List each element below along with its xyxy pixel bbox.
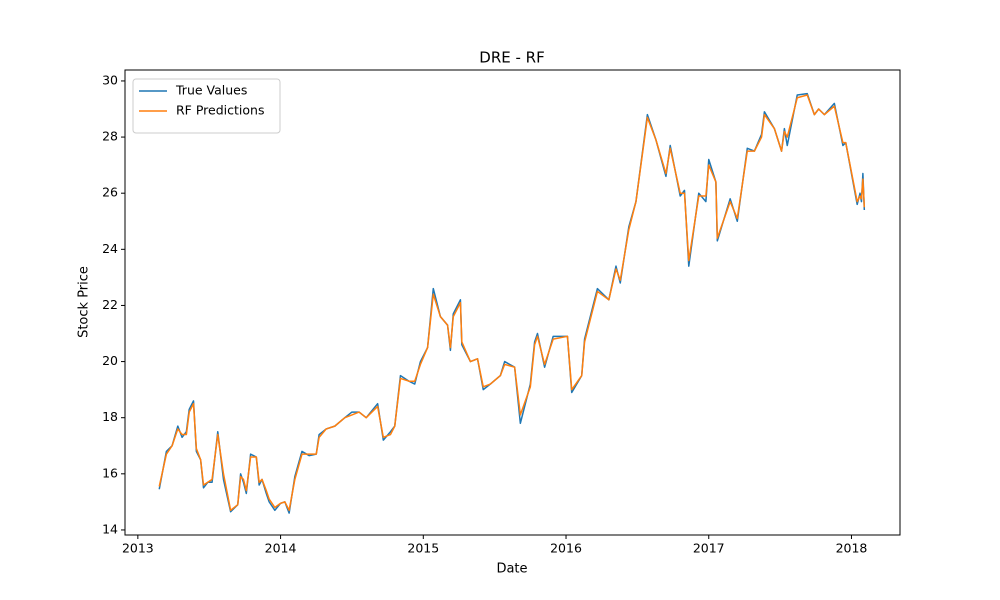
x-axis-label: Date <box>496 562 527 577</box>
y-tick-label: 24 <box>102 241 118 256</box>
y-axis-label: Stock Price <box>77 266 92 338</box>
x-tick-label: 2016 <box>550 541 582 556</box>
y-tick-label: 30 <box>102 72 118 87</box>
y-tick-label: 16 <box>102 465 118 480</box>
y-tick-label: 18 <box>102 409 118 424</box>
y-tick-label: 22 <box>102 297 118 312</box>
legend-label: RF Predictions <box>176 103 264 118</box>
x-tick-label: 2015 <box>407 541 439 556</box>
x-tick-label: 2014 <box>265 541 297 556</box>
legend-label: True Values <box>175 83 247 98</box>
plot-area <box>158 92 866 514</box>
y-tick-label: 14 <box>102 521 118 536</box>
x-tick-label: 2013 <box>122 541 154 556</box>
chart-title: DRE - RF <box>479 49 544 67</box>
axes-frame <box>124 69 901 536</box>
legend: True Values RF Predictions <box>132 78 281 134</box>
y-tick-label: 20 <box>102 353 118 368</box>
y-tick-label: 26 <box>102 185 118 200</box>
y-tick-label: 28 <box>102 129 118 144</box>
x-tick-label: 2018 <box>836 541 868 556</box>
series-line <box>158 94 866 512</box>
legend-box <box>132 78 281 134</box>
x-tick-label: 2017 <box>693 541 725 556</box>
